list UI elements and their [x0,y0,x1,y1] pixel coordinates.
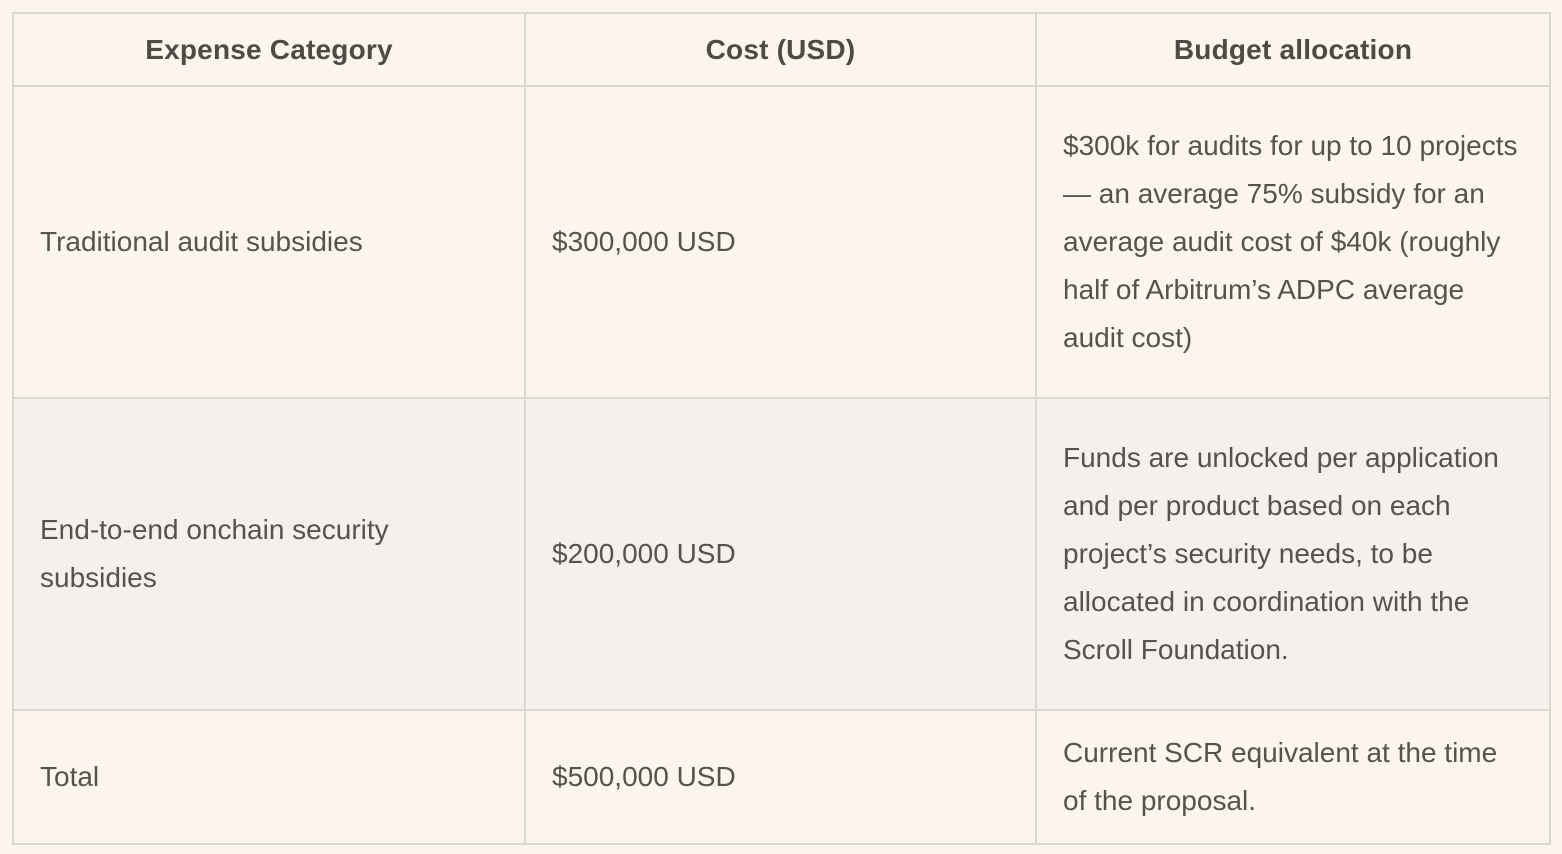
cell-cost-end-to-end-onchain-security-subsidies: $200,000 USD [524,397,1037,711]
cell-category-total: Total [12,709,526,845]
cell-category-end-to-end-onchain-security-subsidies: End-to-end onchain security subsidies [12,397,526,711]
cell-cost-total: $500,000 USD [524,709,1037,845]
cell-allocation-total: Current SCR equivalent at the time of th… [1035,709,1551,845]
table-header-row: Expense Category Cost (USD) Budget alloc… [12,12,1551,87]
cell-allocation-traditional-audit-subsidies: $300k for audits for up to 10 projects —… [1035,85,1551,399]
column-header-budget-allocation: Budget allocation [1035,12,1551,87]
table-row-total: Total $500,000 USD Current SCR equivalen… [12,709,1551,845]
cell-allocation-end-to-end-onchain-security-subsidies: Funds are unlocked per application and p… [1035,397,1551,711]
cell-cost-traditional-audit-subsidies: $300,000 USD [524,85,1037,399]
column-header-cost-usd: Cost (USD) [524,12,1037,87]
table-row-end-to-end-onchain-security-subsidies: End-to-end onchain security subsidies $2… [12,397,1551,711]
cell-category-traditional-audit-subsidies: Traditional audit subsidies [12,85,526,399]
column-header-expense-category: Expense Category [12,12,526,87]
table-row-traditional-audit-subsidies: Traditional audit subsidies $300,000 USD… [12,85,1551,399]
budget-table: Expense Category Cost (USD) Budget alloc… [12,12,1551,845]
